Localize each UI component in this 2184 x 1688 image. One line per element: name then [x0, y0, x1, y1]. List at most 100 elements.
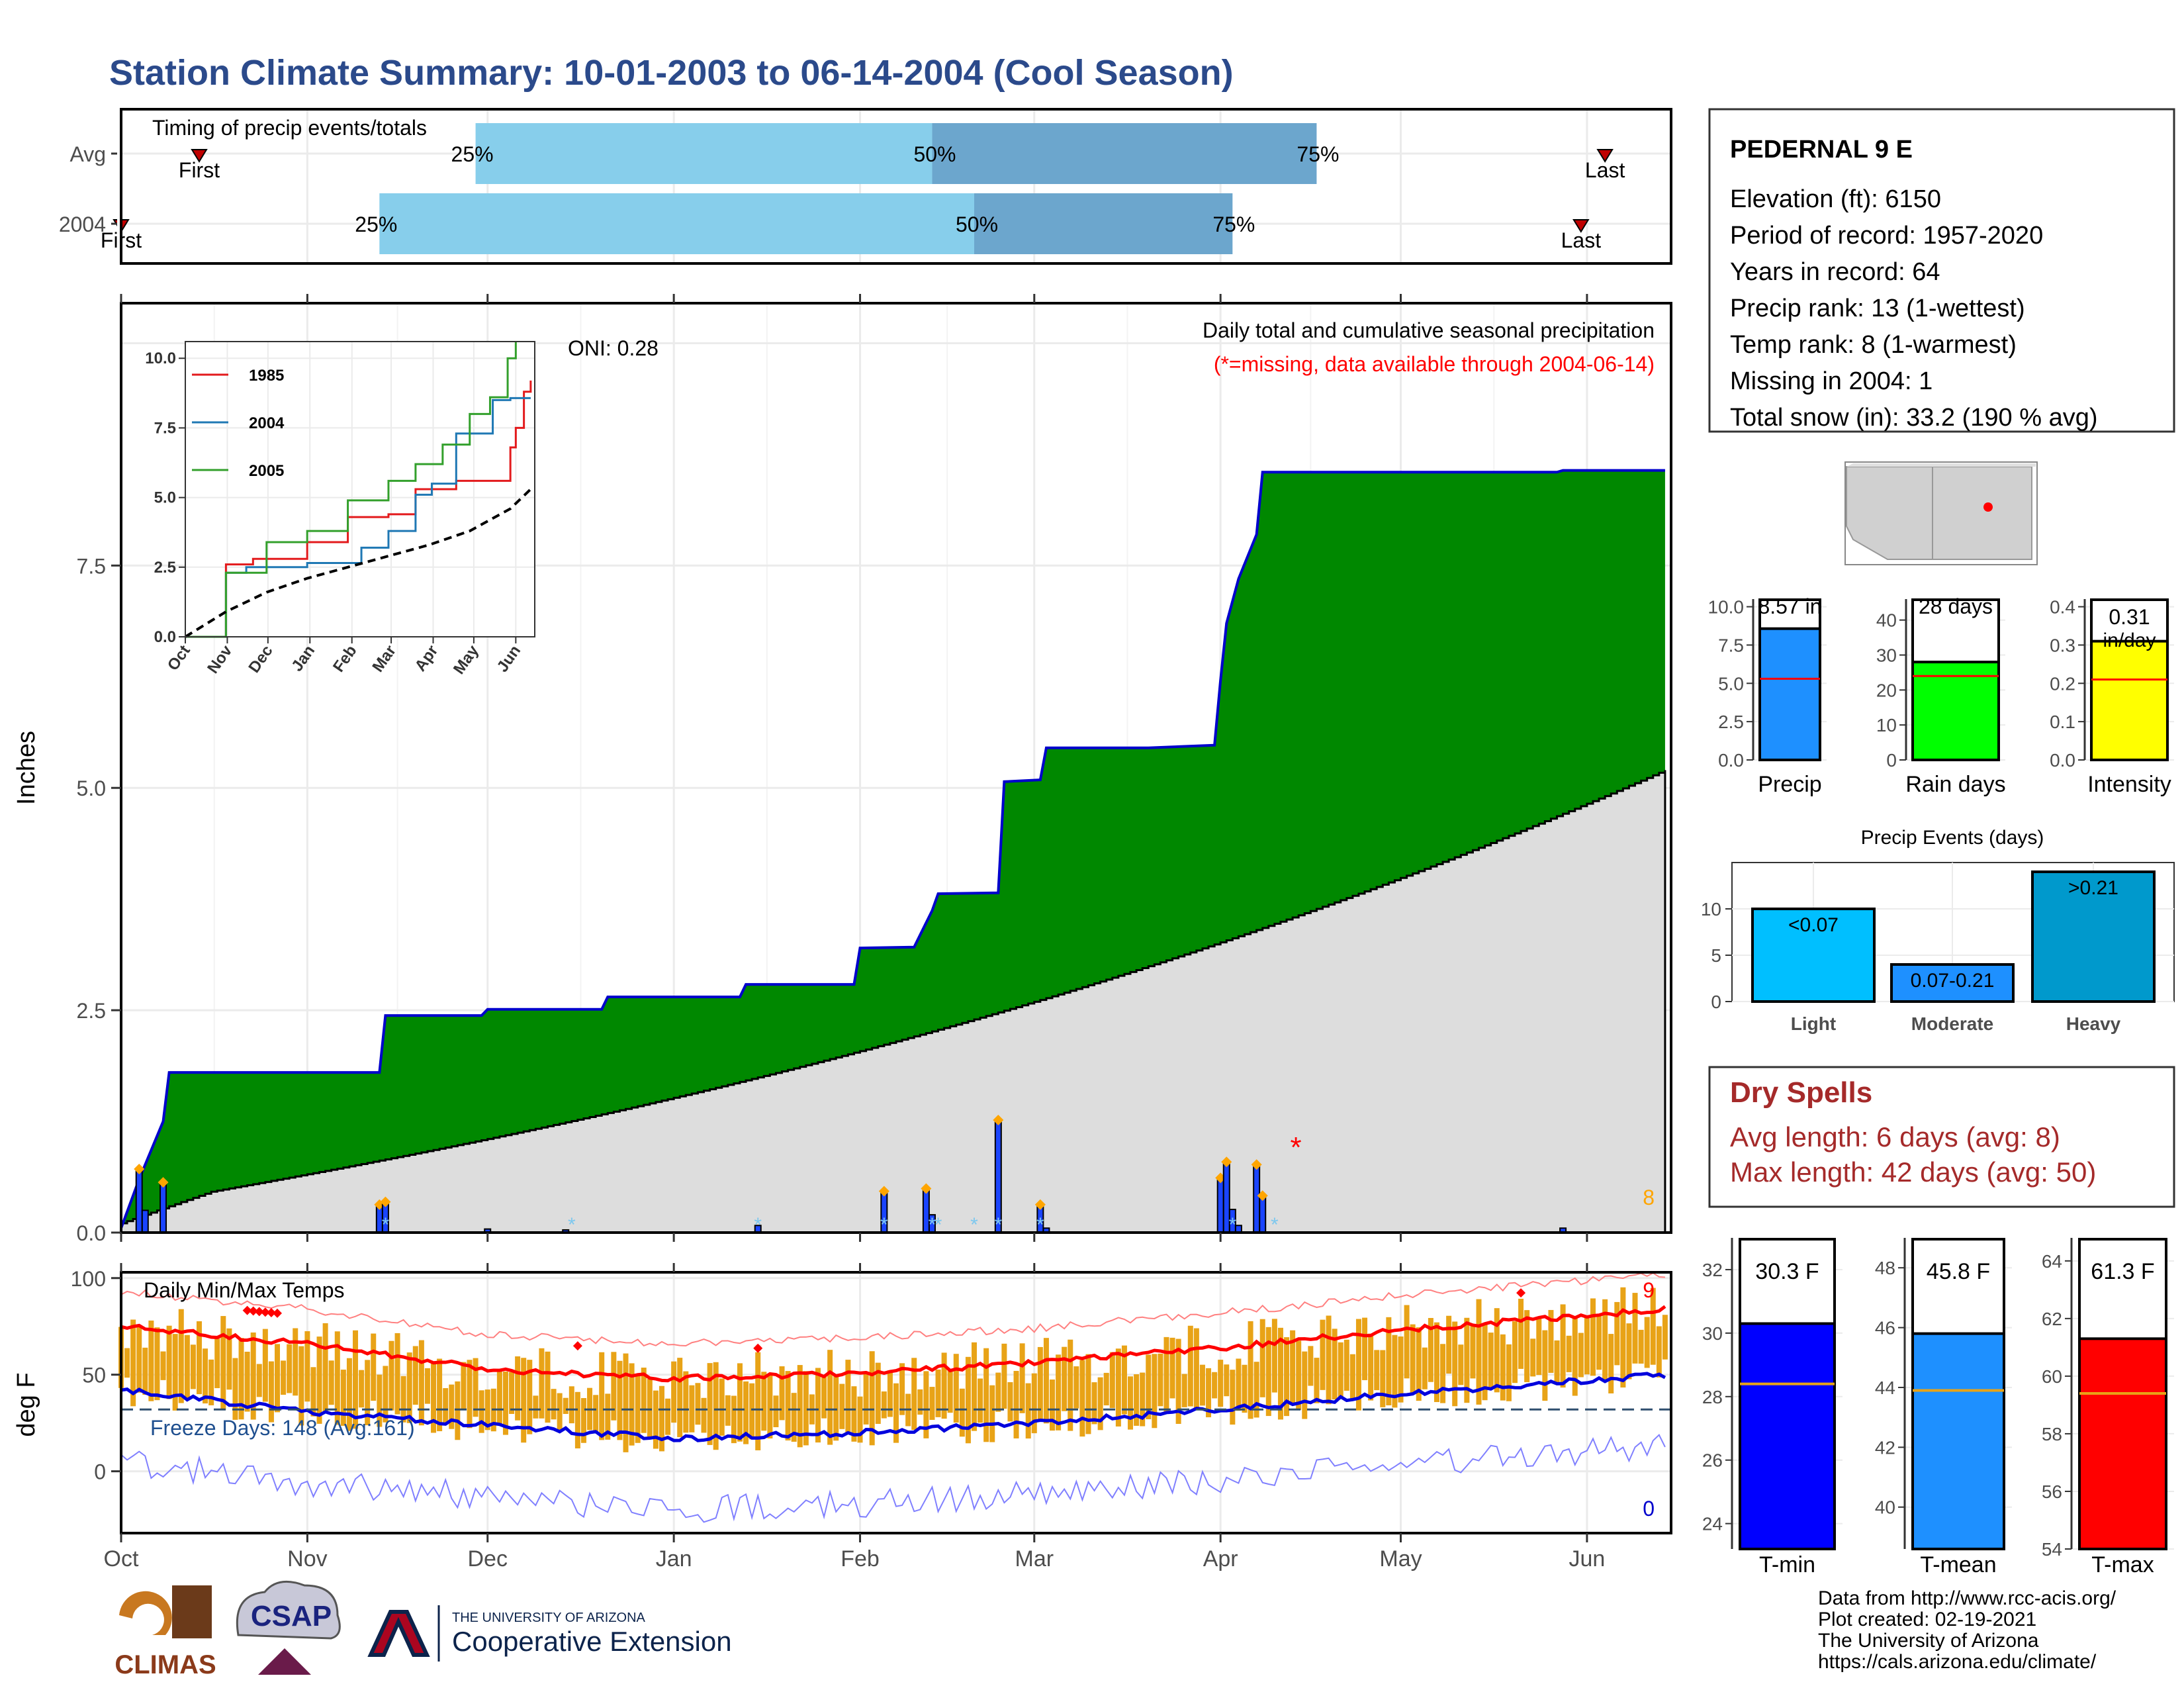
normal-precip-area: [120, 770, 1666, 1234]
tsum-ytick-label: 48: [1875, 1258, 1895, 1278]
daily-temp-bar: [797, 1365, 803, 1448]
daily-temp-bar: [509, 1372, 515, 1414]
daily-temp-bar: [1548, 1309, 1554, 1373]
snow-marker: *: [754, 1214, 762, 1236]
daily-temp-bar: [1608, 1334, 1614, 1394]
record-max-marker: [248, 1306, 258, 1316]
daily-temp-bar: [1062, 1346, 1068, 1411]
daily-temp-bar: [1620, 1287, 1626, 1388]
daily-temp-bar: [563, 1397, 569, 1414]
daily-temp-bar: [881, 1391, 887, 1419]
daily-temp-bar: [1050, 1379, 1056, 1431]
daily-temp-bar: [467, 1360, 473, 1429]
daily-temp-bar: [437, 1358, 443, 1432]
daily-temp-bar: [1025, 1383, 1031, 1439]
ua-a-logo: [367, 1610, 430, 1657]
daily-temp-bar: [995, 1372, 1001, 1412]
daily-temp-bar: [1218, 1360, 1224, 1407]
timing-row-label: Avg: [69, 142, 106, 166]
daily-temp-bar: [1212, 1372, 1218, 1399]
daily-temp-bar: [978, 1378, 983, 1423]
daily-temp-bar: [1584, 1315, 1590, 1375]
daily-temp-bar: [1320, 1319, 1326, 1390]
heavy-event-marker: [158, 1177, 169, 1188]
daily-temp-bar: [557, 1393, 563, 1432]
daily-temp-bar: [1656, 1326, 1662, 1378]
tsum-category-label: T-mean: [1920, 1552, 1996, 1577]
daily-temp-bar: [1121, 1345, 1127, 1415]
daily-temp-bar: [803, 1371, 809, 1446]
inset-ytick-label: 2.5: [154, 559, 176, 577]
daily-temp-bar: [1169, 1337, 1175, 1399]
daily-temp-bar: [130, 1319, 136, 1407]
daily-temp-bar: [917, 1389, 923, 1415]
daily-temp-bar: [1224, 1364, 1230, 1397]
heavy-event-marker: [1221, 1156, 1232, 1168]
daily-temp-bar: [142, 1347, 148, 1395]
daily-temp-bar: [1236, 1358, 1242, 1411]
daily-temp-bar: [1446, 1315, 1452, 1374]
record-max-line: [120, 1272, 1665, 1347]
dry-spells-title: Dry Spells: [1730, 1076, 1872, 1109]
precip-ytick-label: 5.0: [77, 776, 106, 800]
tsum-ytick-label: 64: [2042, 1251, 2062, 1272]
dry-spells-avg: Avg length: 6 days (avg: 8): [1730, 1121, 2060, 1152]
inset-normal-line: [184, 488, 532, 638]
summary-bar-Precip: [1758, 627, 1821, 761]
daily-temp-bar: [1343, 1339, 1349, 1391]
daily-temp-bar: [701, 1397, 707, 1433]
daily-temp-bar: [250, 1332, 256, 1420]
heavy-event-marker: [1257, 1190, 1268, 1201]
daily-temp-bar: [593, 1395, 599, 1433]
daily-temp-bar: [545, 1351, 551, 1423]
summary-category-label: Rain days: [1905, 772, 2005, 797]
daily-temp-bar: [1079, 1360, 1085, 1437]
daily-temp-bar: [484, 1389, 490, 1430]
daily-temp-bar: [406, 1352, 412, 1423]
daily-temp-bar: [1031, 1373, 1037, 1434]
tsum-ytick-label: 24: [1702, 1514, 1723, 1534]
daily-temp-bar: [599, 1352, 605, 1440]
daily-temp-bar: [695, 1383, 701, 1425]
csap-cloud-icon: [236, 1580, 341, 1640]
month-label: Nov: [287, 1546, 327, 1571]
daily-temp-bar: [611, 1352, 617, 1421]
first-label-Avg: First: [179, 158, 220, 182]
station-info-line: Missing in 2004: 1: [1730, 367, 1933, 395]
heavy-event-marker: [1251, 1159, 1262, 1170]
daily-temp-bar: [1259, 1319, 1265, 1397]
summary-unit-label: in/day: [2103, 630, 2156, 651]
tsum-ytick-label: 62: [2042, 1309, 2062, 1329]
heavy-event-marker: [921, 1183, 932, 1194]
daily-temp-bar: [281, 1360, 287, 1395]
daily-temp-bar: [791, 1393, 797, 1442]
event-bar-label: <0.07: [1788, 914, 1839, 936]
daily-temp-bar: [1590, 1298, 1596, 1376]
station-info-box: [1708, 108, 2175, 433]
daily-temp-bar: [1374, 1350, 1380, 1391]
precip-ytick-label: 0.0: [77, 1221, 106, 1245]
daily-temp-bar: [1097, 1377, 1103, 1430]
heavy-event-marker: [134, 1163, 145, 1174]
daily-temp-bar: [779, 1366, 785, 1421]
normal-tmin-line: [120, 1372, 1666, 1442]
daily-temp-bar: [1392, 1335, 1398, 1408]
tsum-ytick-label: 32: [1702, 1260, 1723, 1280]
event-category-label: Moderate: [1911, 1013, 1993, 1034]
daily-temp-bar: [1163, 1336, 1169, 1412]
event-bar-Heavy: [2031, 870, 2156, 1003]
summary-category-label: Precip: [1758, 772, 1821, 797]
temp-ytick-label: 50: [82, 1364, 106, 1387]
daily-temp-bar: [184, 1335, 190, 1400]
precip-subtitle: (*=missing, data available through 2004-…: [1214, 352, 1655, 376]
record-max-marker: [753, 1343, 763, 1353]
daily-temp-bar: [334, 1331, 340, 1425]
tsum-ytick-label: 30: [1702, 1323, 1723, 1344]
timing-p50-label: 50%: [913, 142, 956, 166]
daily-temp-bar: [1091, 1382, 1097, 1425]
summary-ytick-label: 7.5: [1718, 635, 1744, 655]
station-name: PEDERNAL 9 E: [1730, 136, 1913, 164]
daily-temp-bar: [1265, 1327, 1271, 1417]
daily-temp-bar: [1488, 1333, 1494, 1389]
inset-bg: [185, 342, 535, 637]
